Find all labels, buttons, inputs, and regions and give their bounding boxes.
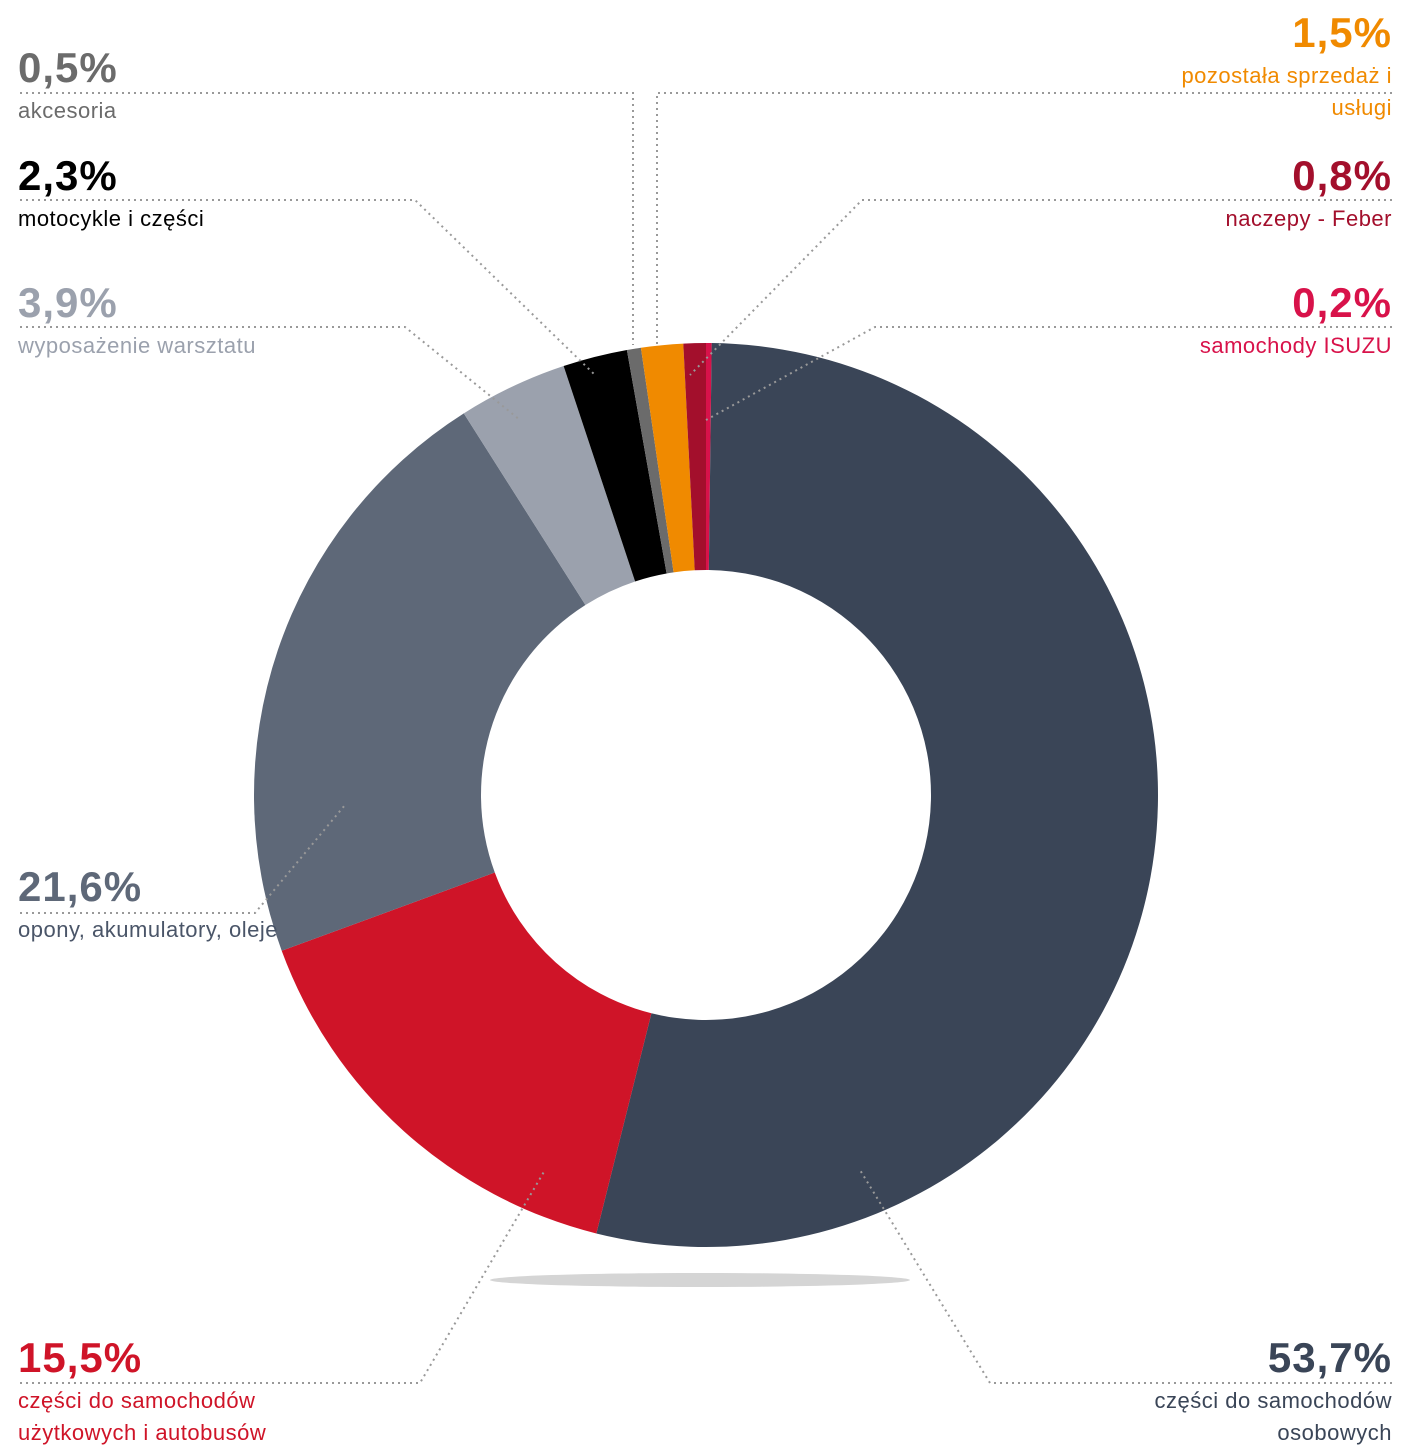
category-label: części do samochodów osobowych <box>1154 1388 1392 1445</box>
donut-segment <box>254 413 586 951</box>
shadow <box>490 1273 910 1287</box>
leader-line <box>20 92 634 345</box>
leader-line <box>20 1169 546 1384</box>
category-label: samochody ISUZU <box>1199 333 1392 358</box>
donut-segment <box>281 872 652 1234</box>
category-label: akcesoria <box>18 98 117 123</box>
label: 1,5% pozostała sprzedaż i usługi <box>1132 10 1392 124</box>
value-label: 0,8% <box>1292 152 1392 199</box>
value-label: 15,5% <box>18 1334 143 1381</box>
category-label: motocykle i części <box>18 206 205 231</box>
category-label: wyposażenie warsztatu <box>18 333 256 358</box>
donut-segment <box>596 343 1159 1248</box>
leader-line <box>20 326 521 421</box>
donut-segment <box>563 349 667 582</box>
donut-segment <box>706 343 712 571</box>
category-label: pozostała sprzedaż i usługi <box>1181 63 1392 120</box>
value-label: 53,7% <box>1267 1334 1392 1381</box>
value-label: 3,9% <box>18 279 118 326</box>
value-label: 0,5% <box>18 44 118 91</box>
leader-line <box>859 1169 1392 1384</box>
value-label: 2,3% <box>18 152 118 199</box>
donut-segment <box>640 343 695 573</box>
leader-line <box>705 326 1392 421</box>
label: 3,9% wyposażenie warsztatu <box>18 280 418 362</box>
label: 0,8% naczepy - Feber <box>992 153 1392 235</box>
value-label: 1,5% <box>1292 9 1392 56</box>
leader-line <box>20 804 346 914</box>
label: 0,5% akcesoria <box>18 45 418 127</box>
label: 2,3% motocykle i części <box>18 153 418 235</box>
value-label: 0,2% <box>1292 279 1392 326</box>
leader-line <box>689 199 1392 376</box>
value-label: 21,6% <box>18 863 143 910</box>
label: 0,2% samochody ISUZU <box>992 280 1392 362</box>
donut-segment <box>463 366 636 606</box>
category-label: części do samochodów użytkowych i autobu… <box>18 1388 267 1445</box>
donut-segment <box>626 347 674 574</box>
category-label: opony, akumulatory, oleje <box>18 917 278 942</box>
label: 53,7% części do samochodów osobowych <box>1092 1335 1392 1448</box>
category-label: naczepy - Feber <box>1225 206 1392 231</box>
label: 21,6% opony, akumulatory, oleje <box>18 864 278 946</box>
donut-segment <box>683 343 706 571</box>
label: 15,5% części do samochodów użytkowych i a… <box>18 1335 338 1448</box>
